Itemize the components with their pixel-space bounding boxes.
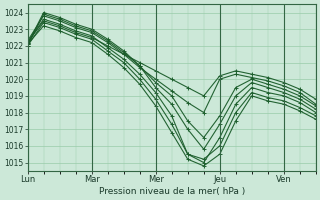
- X-axis label: Pression niveau de la mer( hPa ): Pression niveau de la mer( hPa ): [99, 187, 245, 196]
